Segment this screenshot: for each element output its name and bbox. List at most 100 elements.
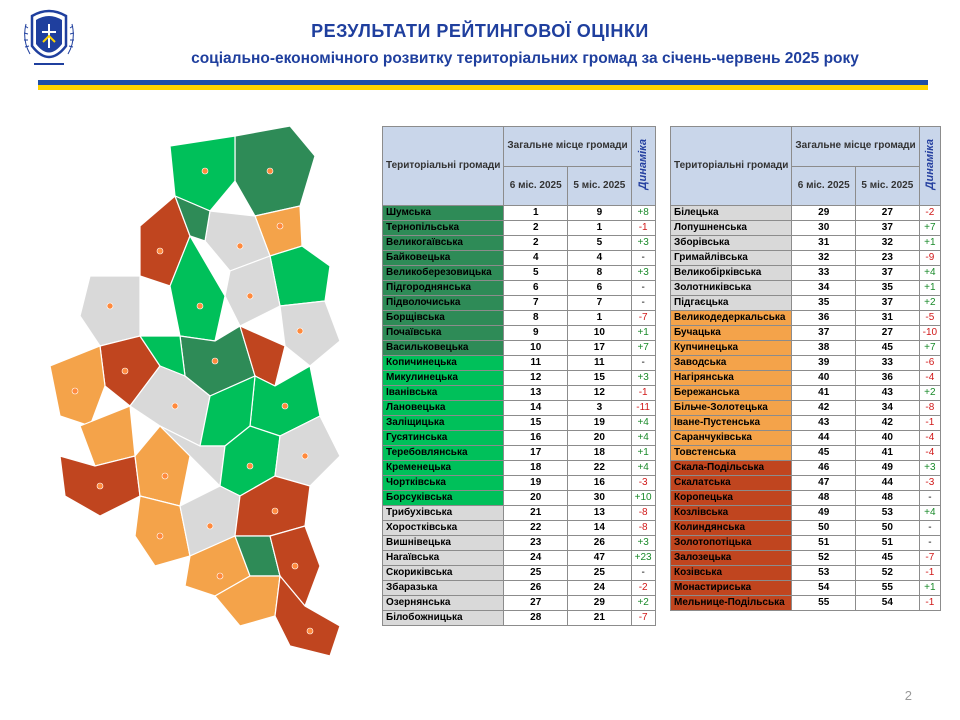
- rank-dynamics: -7: [630, 610, 656, 626]
- rank-5-month: 5: [567, 235, 632, 251]
- rank-6-month: 9: [503, 325, 569, 341]
- col-header-6m: 6 міс. 2025: [791, 165, 857, 206]
- table-row: Озернянська 27 29 +2: [381, 595, 656, 611]
- rank-dynamics: +4: [630, 430, 656, 446]
- community-name: Коропецька: [669, 490, 793, 506]
- rank-6-month: 15: [503, 415, 569, 431]
- rank-5-month: 55: [855, 580, 920, 596]
- community-name: Білецька: [669, 205, 793, 221]
- table-row: Монастириська 54 55 +1: [669, 580, 942, 596]
- rank-6-month: 22: [503, 520, 569, 536]
- rank-6-month: 20: [503, 490, 569, 506]
- rank-dynamics: +1: [630, 445, 656, 461]
- rank-dynamics: -7: [630, 310, 656, 326]
- map-region-se-gray: [274, 415, 341, 487]
- table-row: Колиндянська 50 50-: [669, 520, 942, 536]
- map-region-sw-orange: [134, 425, 191, 507]
- community-name: Підволочиська: [381, 295, 505, 311]
- page-title: РЕЗУЛЬТАТИ РЕЙТИНГОВОЇ ОЦІНКИ: [311, 21, 649, 41]
- table-row: Підгаєцька 35 37 +2: [669, 295, 942, 311]
- map-region-south-tip: [274, 574, 341, 657]
- community-name: Борсуківська: [381, 490, 505, 506]
- table-row: Лопушненська 30 37 +7: [669, 220, 942, 236]
- table-row: Заліщицька 15 19 +4: [381, 415, 656, 431]
- rank-5-month: 45: [855, 550, 920, 566]
- rank-6-month: 41: [791, 385, 857, 401]
- rank-5-month: 31: [855, 310, 920, 326]
- table-row: Великобірківська 33 37 +4: [669, 265, 942, 281]
- rank-6-month: 45: [791, 445, 857, 461]
- table-row: Товстенська 45 41 -4: [669, 445, 942, 461]
- community-name: Бережанська: [669, 385, 793, 401]
- map-region-w-orange: [49, 345, 106, 427]
- community-name: Купчинецька: [669, 340, 793, 356]
- community-name: Наraївська: [381, 550, 505, 566]
- rank-6-month: 21: [503, 505, 569, 521]
- community-name: Лопушненська: [669, 220, 793, 236]
- table-row: Козівська 53 52 -1: [669, 565, 942, 581]
- community-name: Васильковецька: [381, 340, 505, 356]
- rank-6-month: 32: [791, 250, 857, 266]
- rank-5-month: 9: [567, 205, 632, 221]
- rank-dynamics: +4: [918, 265, 942, 281]
- col-header-overall: Загальне місце громади: [791, 126, 920, 167]
- col-header-6m: 6 міс. 2025: [503, 165, 569, 206]
- rank-5-month: 42: [855, 415, 920, 431]
- rank-5-month: 11: [567, 355, 632, 371]
- rank-dynamics: +10: [630, 490, 656, 506]
- col-header-communities: Територіальні громади: [669, 126, 793, 206]
- rank-5-month: 1: [567, 310, 632, 326]
- community-name: Великодедеркальська: [669, 310, 793, 326]
- rank-5-month: 37: [855, 265, 920, 281]
- rank-5-month: 36: [855, 370, 920, 386]
- rank-6-month: 53: [791, 565, 857, 581]
- dynamics-label: Динаміка: [923, 138, 936, 190]
- rank-6-month: 11: [503, 355, 569, 371]
- rank-5-month: 37: [855, 220, 920, 236]
- table-row: Більче-Золотецька 42 34 -8: [669, 400, 942, 416]
- table-row: Гримайлівська 32 23 -9: [669, 250, 942, 266]
- rank-dynamics: -8: [918, 400, 942, 416]
- community-name: Великогаївська: [381, 235, 505, 251]
- col-header-overall: Загальне місце громади: [503, 126, 632, 167]
- table-row: Скориківська 25 25-: [381, 565, 656, 581]
- community-name: Гримайлівська: [669, 250, 793, 266]
- rank-6-month: 40: [791, 370, 857, 386]
- table-row: Великоберезовицька 5 8 +3: [381, 265, 656, 281]
- rank-dynamics: +3: [630, 535, 656, 551]
- page-number: 2: [904, 688, 912, 703]
- community-name: Трибухівська: [381, 505, 505, 521]
- table-row: Васильковецька 10 17 +7: [381, 340, 656, 356]
- community-name: Хоростківська: [381, 520, 505, 536]
- ranking-table-left: Територіальні громади Загальне місце гро…: [381, 126, 656, 626]
- community-name: Підгаєцька: [669, 295, 793, 311]
- rank-dynamics: +4: [630, 460, 656, 476]
- rank-dynamics: -1: [918, 415, 942, 431]
- rank-6-month: 25: [503, 565, 569, 581]
- rank-5-month: 20: [567, 430, 632, 446]
- community-name: Кременецька: [381, 460, 505, 476]
- rank-dynamics: -4: [918, 370, 942, 386]
- rank-5-month: 14: [567, 520, 632, 536]
- rank-dynamics: -: [918, 490, 942, 506]
- table-row: Кременецька 18 22 +4: [381, 460, 656, 476]
- rank-5-month: 10: [567, 325, 632, 341]
- rank-5-month: 7: [567, 295, 632, 311]
- rank-5-month: 26: [567, 535, 632, 551]
- table-row: Іване-Пустенська 43 42 -1: [669, 415, 942, 431]
- rank-5-month: 13: [567, 505, 632, 521]
- table-row: Золотопотіцька 51 51-: [669, 535, 942, 551]
- rank-5-month: 23: [855, 250, 920, 266]
- table-row: Іванівська 13 12 -1: [381, 385, 656, 401]
- rank-dynamics: -: [918, 520, 942, 536]
- table-row: Копичинецька 11 11-: [381, 355, 656, 371]
- table-row: Саранчуківська 44 40 -4: [669, 430, 942, 446]
- ranking-table-right: Територіальні громади Загальне місце гро…: [669, 126, 942, 611]
- map-region-e-gray: [279, 300, 341, 367]
- rank-5-month: 16: [567, 475, 632, 491]
- rank-dynamics: -3: [918, 475, 942, 491]
- table-row: Коропецька 48 48-: [669, 490, 942, 506]
- rank-5-month: 54: [855, 595, 920, 611]
- table-row: Наraївська 24 47 +23: [381, 550, 656, 566]
- rank-5-month: 45: [855, 340, 920, 356]
